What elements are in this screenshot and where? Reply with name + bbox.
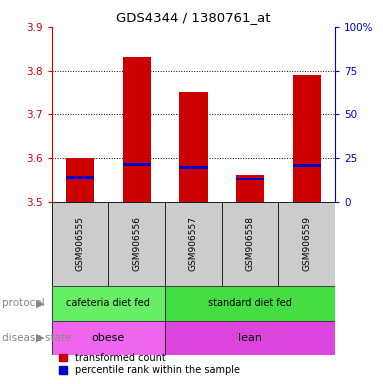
Bar <box>123 163 151 166</box>
FancyBboxPatch shape <box>52 202 108 286</box>
Text: ▶: ▶ <box>36 333 44 343</box>
FancyBboxPatch shape <box>222 202 278 286</box>
Bar <box>66 176 94 179</box>
Bar <box>236 175 264 202</box>
Title: GDS4344 / 1380761_at: GDS4344 / 1380761_at <box>116 11 271 24</box>
Text: lean: lean <box>238 333 262 343</box>
Text: cafeteria diet fed: cafeteria diet fed <box>67 298 150 308</box>
FancyBboxPatch shape <box>52 286 165 321</box>
Bar <box>236 177 264 180</box>
FancyBboxPatch shape <box>52 202 335 286</box>
FancyBboxPatch shape <box>165 321 335 355</box>
FancyBboxPatch shape <box>52 321 165 355</box>
FancyBboxPatch shape <box>165 202 222 286</box>
Bar <box>293 75 321 202</box>
Text: GSM906555: GSM906555 <box>75 216 85 271</box>
Text: GSM906557: GSM906557 <box>189 216 198 271</box>
Bar <box>179 93 208 202</box>
Text: protocol: protocol <box>2 298 45 308</box>
Text: GSM906559: GSM906559 <box>302 216 311 271</box>
Bar <box>293 164 321 167</box>
Bar <box>123 58 151 202</box>
Bar <box>179 166 208 169</box>
FancyBboxPatch shape <box>108 202 165 286</box>
Text: disease state: disease state <box>2 333 71 343</box>
Text: standard diet fed: standard diet fed <box>208 298 292 308</box>
Bar <box>66 158 94 202</box>
FancyBboxPatch shape <box>278 202 335 286</box>
Text: GSM906556: GSM906556 <box>132 216 141 271</box>
Text: GSM906558: GSM906558 <box>246 216 255 271</box>
Text: ▶: ▶ <box>36 298 44 308</box>
Text: obese: obese <box>92 333 125 343</box>
FancyBboxPatch shape <box>165 286 335 321</box>
Legend: transformed count, percentile rank within the sample: transformed count, percentile rank withi… <box>55 349 244 379</box>
